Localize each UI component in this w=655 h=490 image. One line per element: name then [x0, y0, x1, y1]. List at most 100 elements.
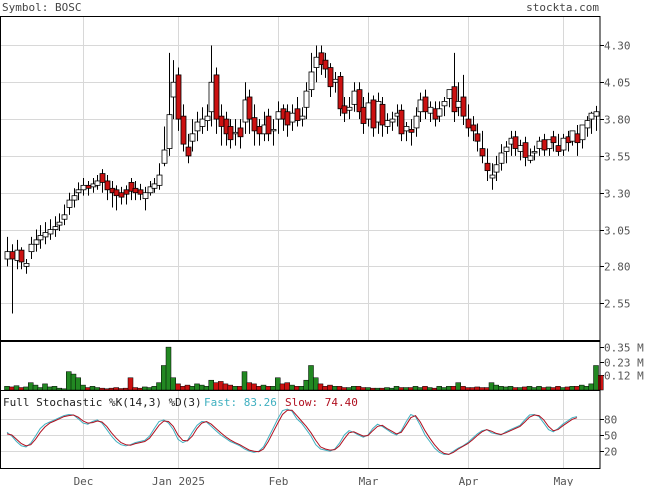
candle-down	[470, 124, 477, 132]
candle-up	[61, 214, 68, 220]
candle-down	[218, 115, 225, 127]
volume-bar	[564, 386, 571, 391]
month-label: May	[554, 475, 574, 486]
candle-down	[465, 118, 472, 129]
volume-bar	[360, 387, 366, 391]
candle-up	[42, 232, 49, 238]
volume-bar	[85, 387, 91, 391]
candle-up	[23, 263, 30, 267]
volume-bar	[156, 382, 162, 391]
volume-bar	[232, 386, 238, 391]
volume-bar	[593, 365, 599, 391]
volume-bar	[474, 386, 480, 391]
candle-up	[332, 78, 339, 83]
price-tick-label: 3.05	[604, 225, 631, 238]
volume-bar	[346, 387, 352, 391]
volume-bar	[408, 387, 414, 391]
month-label: Dec	[74, 475, 94, 486]
candle-up	[527, 155, 534, 161]
candle-down	[451, 86, 458, 113]
volume-bar	[598, 375, 604, 391]
candle-up	[493, 164, 500, 173]
candle-down	[180, 115, 187, 145]
candle-up	[151, 183, 158, 189]
candle-up	[584, 120, 591, 129]
candle-up	[403, 126, 410, 132]
candle-down	[460, 96, 467, 117]
candle-up	[455, 101, 462, 108]
month-label: Mar	[359, 475, 379, 486]
candle-up	[351, 90, 358, 105]
volume-bar	[384, 387, 390, 391]
volume-axis: 0.35 M 0.23 M0.12 M	[600, 342, 644, 383]
volume-bar	[341, 387, 347, 391]
candle-up	[189, 133, 196, 142]
price-tick-label: 2.55	[604, 298, 631, 311]
volume-bar	[165, 346, 172, 391]
volume-bar	[446, 386, 452, 391]
volume-bar	[137, 387, 143, 391]
volume-bar	[450, 386, 457, 391]
volume-bar	[417, 387, 423, 391]
volume-bar	[70, 373, 77, 391]
stoch-fast-line	[6, 408, 578, 455]
volume-bar	[412, 386, 419, 391]
candle-down	[550, 136, 557, 144]
volume-bar	[127, 377, 134, 391]
volume-bar	[588, 383, 594, 391]
candle-up	[232, 131, 239, 135]
candle-down	[237, 127, 244, 138]
volume-bar	[265, 386, 271, 391]
volume-bar	[393, 386, 400, 391]
price-panel-frame	[0, 16, 601, 341]
volume-bar	[517, 387, 523, 391]
candle-up	[489, 174, 496, 179]
volume-bar	[465, 387, 471, 391]
volume-bar	[531, 387, 537, 391]
volume-bar	[322, 386, 328, 391]
candle-down	[318, 52, 325, 65]
volume-bar	[66, 371, 72, 391]
volume-bar	[208, 379, 214, 391]
candle-down	[99, 173, 106, 183]
volume-bar	[308, 365, 314, 391]
volume-tick-label: 0.35 M	[604, 342, 644, 355]
volume-bar	[75, 377, 81, 391]
candle-up	[531, 151, 538, 154]
stoch-slow-label: Slow: 74.40	[285, 396, 358, 409]
volume-bar	[336, 386, 343, 391]
candle-down	[484, 162, 491, 172]
volume-bar	[332, 386, 338, 391]
stoch-slow-line	[6, 409, 578, 455]
brand-label[interactable]: stockta.com	[526, 1, 599, 14]
volume-bar	[436, 386, 442, 391]
candle-down	[104, 180, 111, 191]
volume-bar	[455, 382, 461, 391]
candle-up	[170, 81, 177, 98]
volume-bar	[355, 386, 362, 391]
volume-bar	[284, 382, 290, 391]
volume-bar	[389, 387, 395, 391]
volume-bar	[51, 386, 58, 391]
volume-bar	[317, 383, 324, 391]
candle-up	[289, 112, 296, 123]
volume-bar	[460, 386, 466, 391]
candle-down	[256, 126, 263, 135]
volume-bar	[498, 386, 504, 391]
candle-down	[294, 108, 301, 121]
volume-bar	[541, 387, 547, 391]
volume-tick-label: 0.12 M	[604, 370, 644, 383]
stochastic-lines	[6, 408, 578, 455]
volume-bar	[365, 387, 371, 391]
candle-down	[128, 182, 135, 192]
candle-up	[389, 118, 396, 123]
volume-bar	[370, 387, 376, 391]
volume-bars	[4, 346, 604, 391]
candle-up	[313, 56, 320, 68]
price-tick-label: 3.55	[604, 151, 631, 164]
month-label: Jan 2025	[152, 475, 205, 486]
candle-down	[85, 184, 92, 189]
volume-bar	[99, 387, 105, 391]
candle-up	[275, 111, 282, 120]
